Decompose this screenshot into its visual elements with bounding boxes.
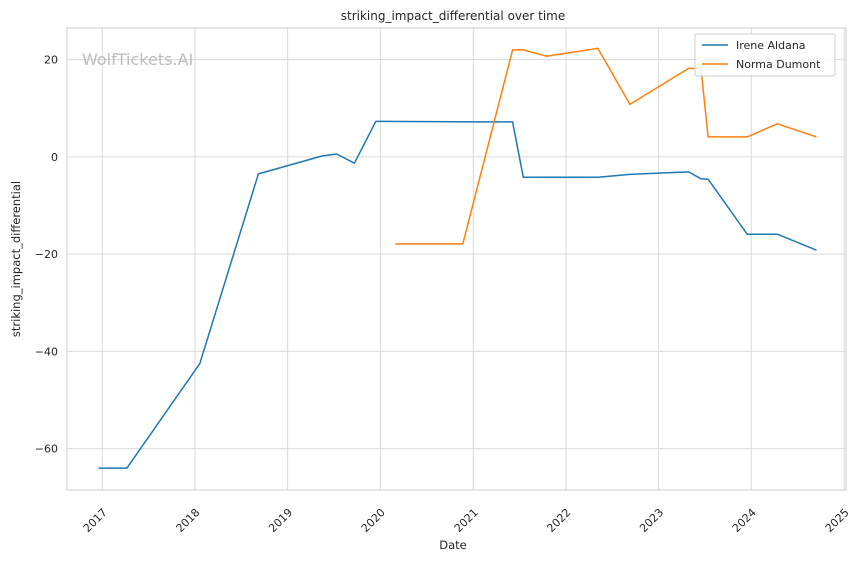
series-lines — [98, 47, 817, 469]
plot-frame — [66, 27, 847, 491]
legend: Irene Aldana Norma Dumont — [694, 33, 836, 77]
y-tick-labels: 20 0 −20 −40 −60 — [35, 54, 58, 456]
legend-box — [694, 33, 836, 77]
y-tick-label: −60 — [35, 443, 58, 456]
series-line-norma-dumont — [395, 47, 817, 245]
watermark: WolfTickets.AI — [82, 50, 193, 69]
x-axis-label: Date — [439, 538, 467, 552]
legend-label-irene-aldana: Irene Aldana — [736, 39, 806, 52]
series-line-irene-aldana — [98, 120, 817, 469]
y-tick-label: 0 — [51, 151, 58, 164]
y-axis-label: striking_impact_differential — [9, 181, 23, 337]
y-tick-label: −20 — [35, 248, 58, 261]
y-tick-label: −40 — [35, 345, 58, 358]
y-tick-label: 20 — [44, 54, 58, 67]
legend-label-norma-dumont: Norma Dumont — [736, 58, 821, 71]
chart-title: striking_impact_differential over time — [341, 9, 566, 23]
